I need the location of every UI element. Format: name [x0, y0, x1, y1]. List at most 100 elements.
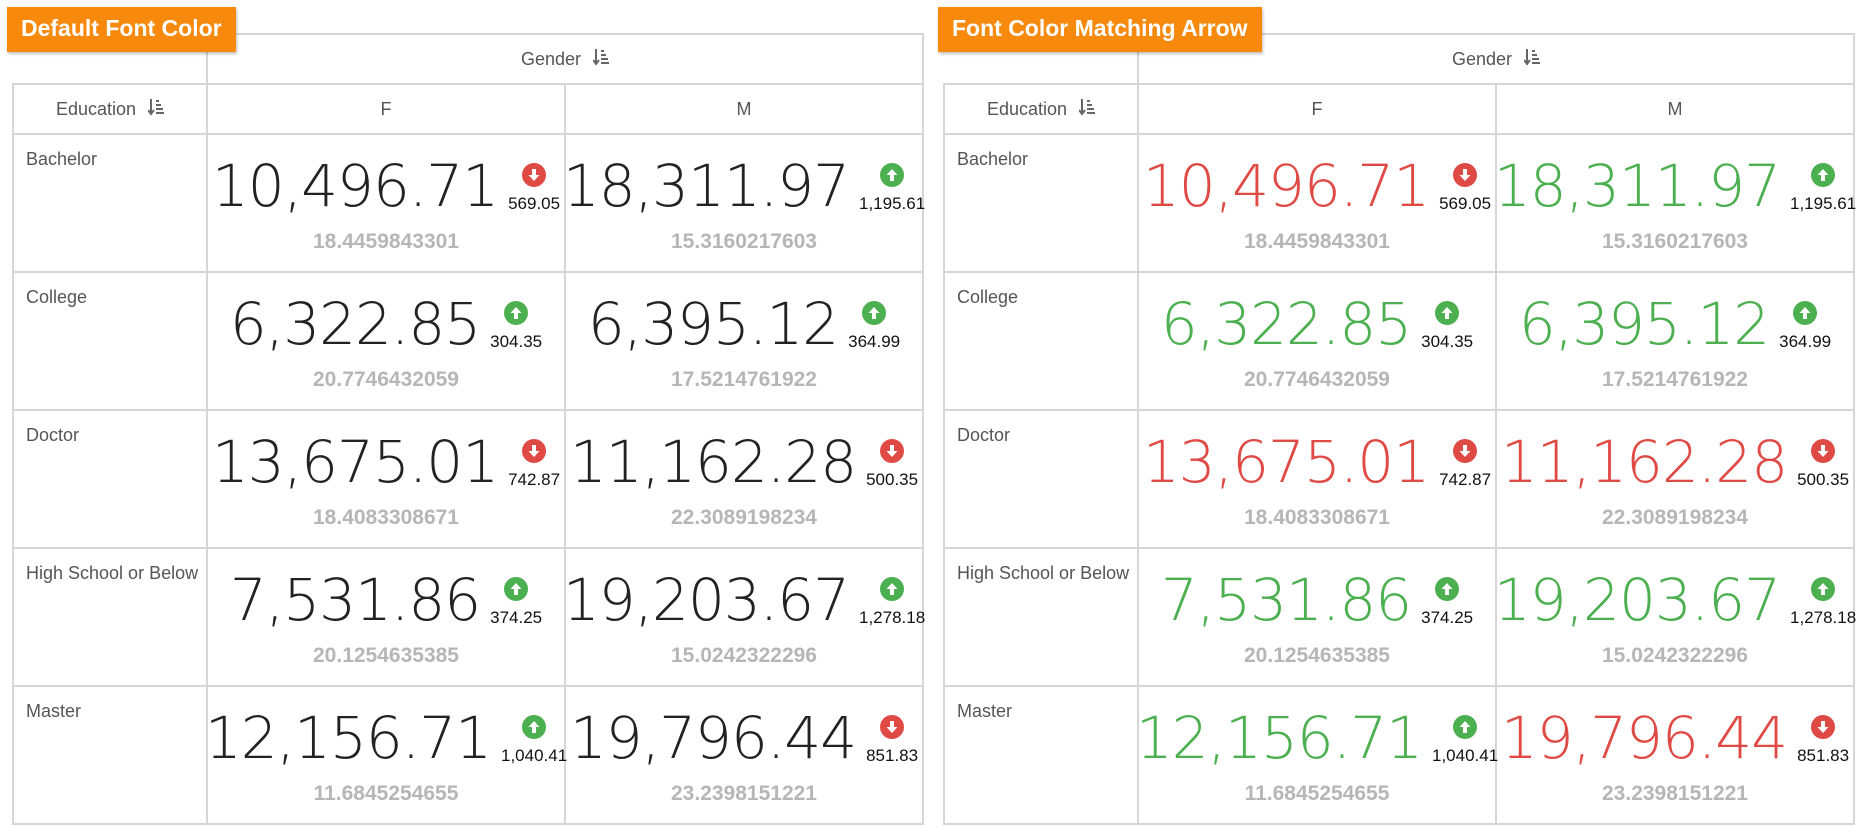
kpi-cell: 13,675.01 742.87 18.4083308671: [206, 409, 566, 549]
kpi-value: 18,311.97: [562, 152, 850, 220]
column-header-m: M: [564, 83, 924, 135]
table-row: Doctor 13,675.01 742.87 18.4083308671 11,162…: [12, 409, 924, 549]
kpi-delta: 1,040.41: [1432, 746, 1499, 765]
kpi-secondary-value: 15.3160217603: [1602, 230, 1748, 253]
kpi-cell: 13,675.01 742.87 18.4083308671: [1137, 409, 1497, 549]
column-dimension-header[interactable]: Gender: [206, 33, 924, 85]
arrow-up-circle-icon: [1811, 163, 1836, 187]
arrow-up-circle-icon: [1453, 715, 1478, 739]
kpi-secondary-value: 15.0242322296: [1602, 644, 1748, 667]
kpi-delta: 500.35: [1797, 470, 1850, 489]
arrow-down-circle-icon: [522, 439, 547, 463]
kpi-value: 12,156.71: [1135, 704, 1423, 772]
row-label: College: [943, 271, 1139, 411]
sort-ascending-icon[interactable]: [1523, 48, 1541, 71]
kpi-value: 7,531.86: [1160, 566, 1412, 634]
kpi-delta: 304.35: [490, 332, 543, 351]
kpi-cell: 7,531.86 374.25 20.1254635385: [1137, 547, 1497, 687]
kpi-value: 19,796.44: [1500, 704, 1788, 772]
kpi-value: 11,162.28: [569, 428, 857, 496]
kpi-value: 13,675.01: [1142, 428, 1430, 496]
table-row: Master 12,156.71 1,040.41 11.6845254655 19,7…: [943, 685, 1855, 825]
column-header-m: M: [1495, 83, 1855, 135]
kpi-secondary-value: 23.2398151221: [1602, 782, 1748, 805]
arrow-up-circle-icon: [1435, 577, 1460, 601]
row-label: Doctor: [943, 409, 1139, 549]
kpi-secondary-value: 17.5214761922: [1602, 368, 1748, 391]
kpi-delta: 851.83: [866, 746, 919, 765]
arrow-down-circle-icon: [880, 439, 905, 463]
kpi-secondary-value: 17.5214761922: [671, 368, 817, 391]
kpi-cell: 18,311.97 1,195.61 15.3160217603: [1494, 133, 1856, 273]
kpi-value: 6,395.12: [1518, 290, 1770, 358]
panel-badge: Default Font Color: [7, 7, 236, 52]
row-dimension-label: Education: [986, 98, 1068, 119]
arrow-down-circle-icon: [1811, 715, 1836, 739]
row-label: Doctor: [12, 409, 208, 549]
arrow-up-circle-icon: [1811, 577, 1836, 601]
kpi-value: 10,496.71: [211, 152, 499, 220]
kpi-secondary-value: 18.4083308671: [313, 506, 459, 529]
kpi-delta: 569.05: [508, 194, 561, 213]
column-dimension-label: Gender: [520, 48, 582, 69]
kpi-cell: 12,156.71 1,040.41 11.6845254655: [205, 685, 568, 825]
arrow-up-circle-icon: [880, 163, 905, 187]
row-dimension-header[interactable]: Education: [12, 83, 208, 135]
kpi-secondary-value: 18.4459843301: [1244, 230, 1390, 253]
arrow-down-circle-icon: [522, 163, 547, 187]
row-label: College: [12, 271, 208, 411]
kpi-cell: 19,203.67 1,278.18 15.0242322296: [562, 547, 926, 687]
row-label: Bachelor: [943, 133, 1139, 273]
kpi-value: 6,322.85: [229, 290, 481, 358]
sort-ascending-icon[interactable]: [1078, 98, 1096, 121]
sort-ascending-icon[interactable]: [147, 98, 165, 121]
kpi-delta: 1,040.41: [501, 746, 568, 765]
kpi-value: 6,322.85: [1160, 290, 1412, 358]
column-header-f: F: [206, 83, 566, 135]
kpi-secondary-value: 15.0242322296: [671, 644, 817, 667]
arrow-up-circle-icon: [1793, 301, 1818, 325]
row-dimension-header[interactable]: Education: [943, 83, 1139, 135]
arrow-up-circle-icon: [522, 715, 547, 739]
panel-badge: Font Color Matching Arrow: [938, 7, 1262, 52]
kpi-delta: 742.87: [508, 470, 561, 489]
kpi-secondary-value: 20.7746432059: [1244, 368, 1390, 391]
kpi-value: 19,203.67: [562, 566, 850, 634]
table-row: College 6,322.85 304.35 20.7746432059 6,395.…: [943, 271, 1855, 411]
table-row: Master 12,156.71 1,040.41 11.6845254655 19,7…: [12, 685, 924, 825]
kpi-secondary-value: 20.1254635385: [1244, 644, 1390, 667]
kpi-cell: 6,322.85 304.35 20.7746432059: [1137, 271, 1497, 411]
kpi-cell: 18,311.97 1,195.61 15.3160217603: [562, 133, 925, 273]
table-row: College 6,322.85 304.35 20.7746432059 6,395.…: [12, 271, 924, 411]
kpi-delta: 500.35: [866, 470, 919, 489]
row-label: High School or Below: [943, 547, 1139, 687]
kpi-delta: 304.35: [1421, 332, 1474, 351]
kpi-secondary-value: 18.4083308671: [1244, 506, 1390, 529]
kpi-cell: 10,496.71 569.05 18.4459843301: [206, 133, 566, 273]
row-label: Bachelor: [12, 133, 208, 273]
table-row: High School or Below 7,531.86 374.25 20.125…: [12, 547, 926, 687]
kpi-delta: 1,278.18: [859, 608, 926, 627]
sort-ascending-icon[interactable]: [592, 48, 610, 71]
table-row: High School or Below 7,531.86 374.25 20.125…: [943, 547, 1857, 687]
kpi-value: 6,395.12: [587, 290, 839, 358]
kpi-secondary-value: 11.6845254655: [1244, 782, 1390, 805]
arrow-up-circle-icon: [862, 301, 887, 325]
kpi-value: 10,496.71: [1142, 152, 1430, 220]
column-header-f: F: [1137, 83, 1497, 135]
kpi-secondary-value: 18.4459843301: [313, 230, 459, 253]
kpi-cell: 19,796.44 851.83 23.2398151221: [564, 685, 924, 825]
kpi-cell: 7,531.86 374.25 20.1254635385: [206, 547, 566, 687]
pivot-table: Gender Education F M Bachelor 10,496.71 569.05…: [12, 33, 926, 825]
kpi-value: 19,796.44: [569, 704, 857, 772]
arrow-up-circle-icon: [880, 577, 905, 601]
kpi-secondary-value: 23.2398151221: [671, 782, 817, 805]
panel-default-font-color: Default Font Color Gender Education F M Bach…: [7, 7, 926, 825]
pivot-table: Gender Education F M Bachelor 10,496.71 569.05…: [943, 33, 1857, 825]
arrow-up-circle-icon: [504, 301, 529, 325]
kpi-secondary-value: 22.3089198234: [671, 506, 817, 529]
kpi-delta: 1,278.18: [1790, 608, 1857, 627]
arrow-up-circle-icon: [504, 577, 529, 601]
row-label: High School or Below: [12, 547, 208, 687]
kpi-secondary-value: 15.3160217603: [671, 230, 817, 253]
